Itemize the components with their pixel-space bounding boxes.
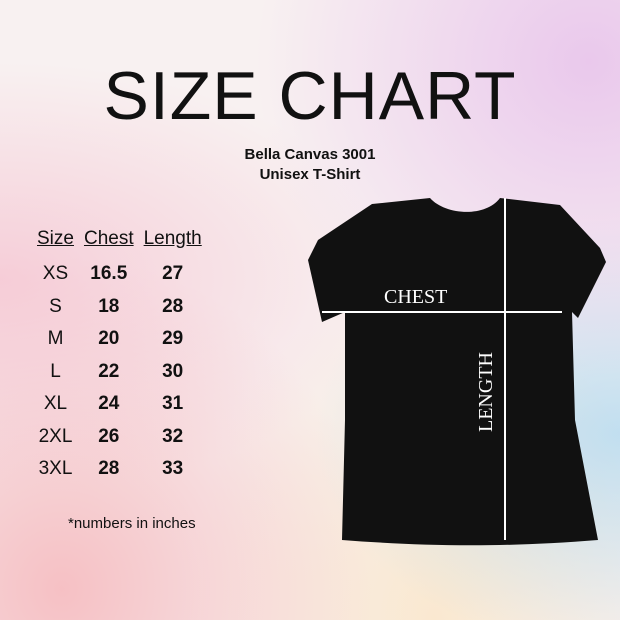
cell-chest: 20	[98, 328, 120, 350]
cell-length: 30	[162, 360, 184, 382]
cell-length: 32	[162, 425, 184, 447]
cell-length: 27	[162, 263, 184, 285]
cell-size: L	[50, 360, 61, 382]
table-row: L 22 30	[32, 356, 207, 389]
header-size: Size	[37, 228, 74, 249]
cell-chest: 28	[98, 458, 120, 480]
cell-chest: 26	[98, 425, 120, 447]
cell-size: M	[47, 328, 64, 350]
cell-length: 29	[162, 328, 184, 350]
cell-chest: 24	[98, 393, 120, 415]
cell-chest: 18	[98, 295, 120, 317]
cell-chest: 22	[98, 360, 120, 382]
table-row: XL 24 31	[32, 388, 207, 421]
table-row: XS 16.5 27	[32, 258, 207, 291]
tshirt-shape	[308, 198, 606, 546]
cell-length: 28	[162, 295, 184, 317]
header-chest: Chest	[83, 228, 134, 249]
chest-label: CHEST	[384, 286, 447, 308]
header-length: Length	[143, 228, 202, 249]
page-title: SIZE CHART	[103, 58, 517, 134]
table-row: 2XL 26 32	[32, 421, 207, 454]
cell-length: 31	[162, 393, 184, 415]
cell-size: 3XL	[38, 458, 73, 480]
length-label: LENGTH	[475, 352, 497, 432]
table-row: 3XL 28 33	[32, 453, 207, 486]
cell-size: S	[49, 295, 62, 317]
units-note: *numbers in inches	[68, 515, 196, 532]
cell-chest: 16.5	[90, 263, 128, 285]
table-row: S 18 28	[32, 291, 207, 324]
cell-size: XS	[42, 263, 69, 285]
product-type: Unisex T-Shirt	[259, 166, 361, 183]
cell-size: 2XL	[38, 425, 73, 447]
cell-length: 33	[162, 458, 184, 480]
size-table: Size Chest Length XS 16.5 27 S 18 28 M 20 29 L 22 3…	[32, 228, 207, 486]
table-row: M 20 29	[32, 323, 207, 356]
cell-size: XL	[43, 393, 68, 415]
product-name: Bella Canvas 3001	[244, 146, 376, 163]
